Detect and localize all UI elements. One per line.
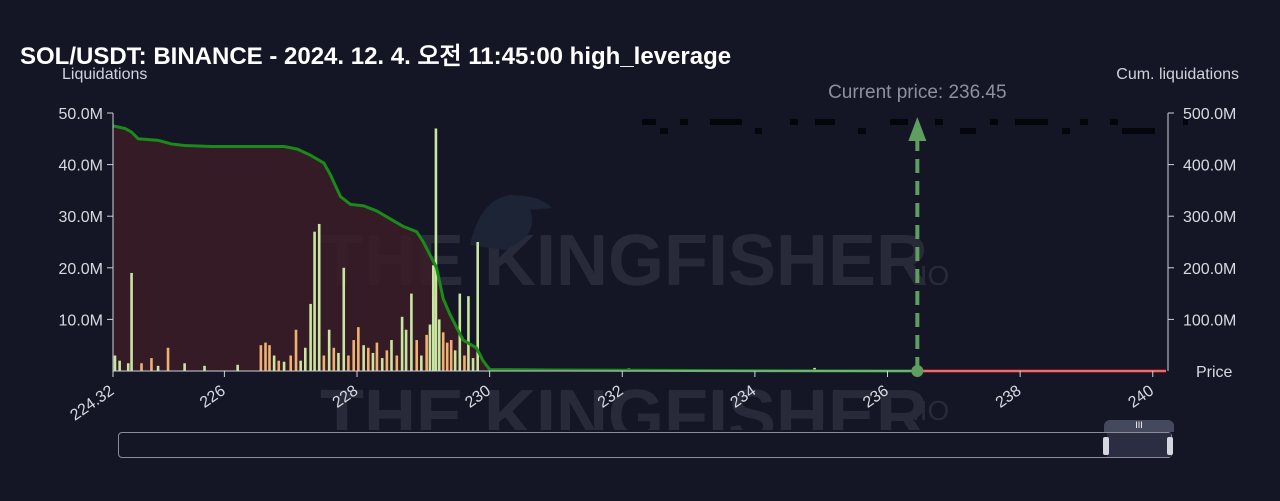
current-price-dot[interactable] (911, 365, 924, 377)
liquidation-bar[interactable] (467, 296, 470, 371)
liquidation-bar[interactable] (342, 267, 346, 371)
x-tick-label: 240 (1125, 382, 1157, 411)
liquidation-chart[interactable]: THE KINGFISHER .IO THE KINGFISHER .IO 50… (0, 0, 1280, 430)
range-navigator[interactable]: III (118, 420, 1174, 458)
liquidation-bar[interactable] (332, 347, 336, 371)
watermark-text-bottom: THE KINGFISHER (320, 376, 928, 430)
navigator-grip-icon[interactable]: III (1104, 420, 1174, 432)
liquidation-bar[interactable] (289, 355, 293, 371)
liquidation-bar[interactable] (431, 265, 435, 371)
liquidation-bar[interactable] (404, 329, 408, 371)
liquidation-bar[interactable] (434, 128, 438, 371)
liquidation-bar[interactable] (130, 272, 133, 371)
bird-icon (470, 195, 552, 250)
liquidation-bar[interactable] (437, 319, 441, 371)
liquidation-bar[interactable] (400, 316, 404, 371)
liquidation-bar[interactable] (150, 358, 153, 371)
liquidation-bar[interactable] (317, 223, 321, 371)
liquidation-bar[interactable] (118, 360, 121, 371)
cumulative-liquidations-line (112, 124, 918, 373)
liquidation-bar[interactable] (425, 334, 428, 371)
liquidation-bar[interactable] (337, 352, 340, 371)
watermark-logo: THE KINGFISHER .IO THE KINGFISHER .IO (320, 195, 949, 430)
liquidation-bar[interactable] (294, 329, 298, 371)
x-tick-label: 226 (197, 382, 229, 411)
y-tick-label-left: 40.0M (59, 158, 103, 175)
y-tick-label-left: 10.0M (59, 312, 103, 329)
y-tick-label-right: 200.0M (1183, 261, 1236, 278)
liquidation-bar[interactable] (380, 358, 384, 371)
liquidation-bar[interactable] (203, 365, 206, 371)
navigator-handle-left[interactable] (1103, 437, 1109, 455)
x-tick-label: 224.32 (67, 382, 117, 424)
x-axis-label: Price (1196, 364, 1233, 381)
liquidation-bar[interactable] (453, 350, 457, 371)
liquidation-bar[interactable] (375, 342, 379, 371)
top-dashes (642, 119, 1188, 134)
liquidation-bar[interactable] (113, 355, 117, 371)
liquidation-bar[interactable] (183, 363, 186, 371)
liquidation-bar[interactable] (268, 345, 271, 371)
liquidation-bar[interactable] (390, 340, 393, 371)
liquidation-bar[interactable] (366, 347, 370, 371)
watermark-suffix-bottom: .IO (912, 395, 949, 426)
liquidation-bar[interactable] (126, 363, 130, 371)
liquidation-bar[interactable] (309, 303, 312, 371)
navigator-window[interactable] (1107, 433, 1171, 457)
liquidation-bar[interactable] (303, 347, 307, 371)
y-tick-label-left: 20.0M (59, 261, 103, 278)
liquidation-bar[interactable] (327, 329, 331, 371)
y-axis-label-left: Liquidations (62, 66, 148, 83)
liquidation-bar[interactable] (357, 327, 360, 371)
liquidation-bar[interactable] (445, 342, 449, 371)
liquidation-bar[interactable] (259, 345, 263, 371)
liquidation-bar[interactable] (282, 361, 286, 371)
x-tick-label: 238 (993, 382, 1025, 411)
liquidation-bar[interactable] (352, 340, 356, 371)
liquidation-bar[interactable] (441, 332, 445, 371)
liquidation-bar[interactable] (449, 340, 453, 371)
liquidation-bar[interactable] (277, 360, 281, 371)
liquidation-bar[interactable] (313, 231, 316, 371)
liquidation-bar[interactable] (371, 352, 375, 371)
liquidation-bar[interactable] (471, 358, 475, 371)
liquidation-bar[interactable] (347, 355, 350, 371)
liquidation-bar[interactable] (362, 345, 365, 371)
current-price-label: Current price: 236.45 (828, 82, 1007, 103)
y-tick-label-right: 100.0M (1183, 312, 1236, 329)
liquidation-bar[interactable] (420, 355, 423, 371)
liquidation-bar[interactable] (236, 364, 239, 371)
liquidation-bar[interactable] (410, 293, 413, 371)
liquidation-bar[interactable] (166, 347, 170, 371)
liquidation-bar[interactable] (156, 365, 160, 371)
y-tick-label-right: 300.0M (1183, 209, 1236, 226)
liquidation-bar[interactable] (322, 355, 326, 371)
navigator-handle-right[interactable] (1167, 437, 1173, 455)
y-tick-label-right: 400.0M (1183, 158, 1236, 175)
liquidation-bar[interactable] (299, 360, 302, 371)
y-tick-label-right: 500.0M (1183, 106, 1236, 123)
liquidation-bar[interactable] (272, 355, 276, 371)
liquidation-bar[interactable] (428, 324, 432, 371)
liquidation-bar[interactable] (476, 242, 480, 371)
liquidation-bar[interactable] (264, 342, 267, 371)
liquidation-bar[interactable] (463, 355, 466, 371)
y-tick-label-left: 50.0M (59, 106, 103, 123)
liquidation-bar[interactable] (415, 340, 418, 371)
y-axis-label-right: Cum. liquidations (1116, 66, 1239, 83)
liquidation-bar[interactable] (140, 363, 143, 371)
liquidation-bar[interactable] (385, 350, 389, 371)
liquidation-bar[interactable] (395, 355, 399, 371)
chart-title: SOL/USDT: BINANCE - 2024. 12. 4. 오전 11:4… (20, 43, 732, 70)
y-tick-label-left: 30.0M (59, 209, 103, 226)
current-price-arrow-icon (908, 117, 927, 141)
